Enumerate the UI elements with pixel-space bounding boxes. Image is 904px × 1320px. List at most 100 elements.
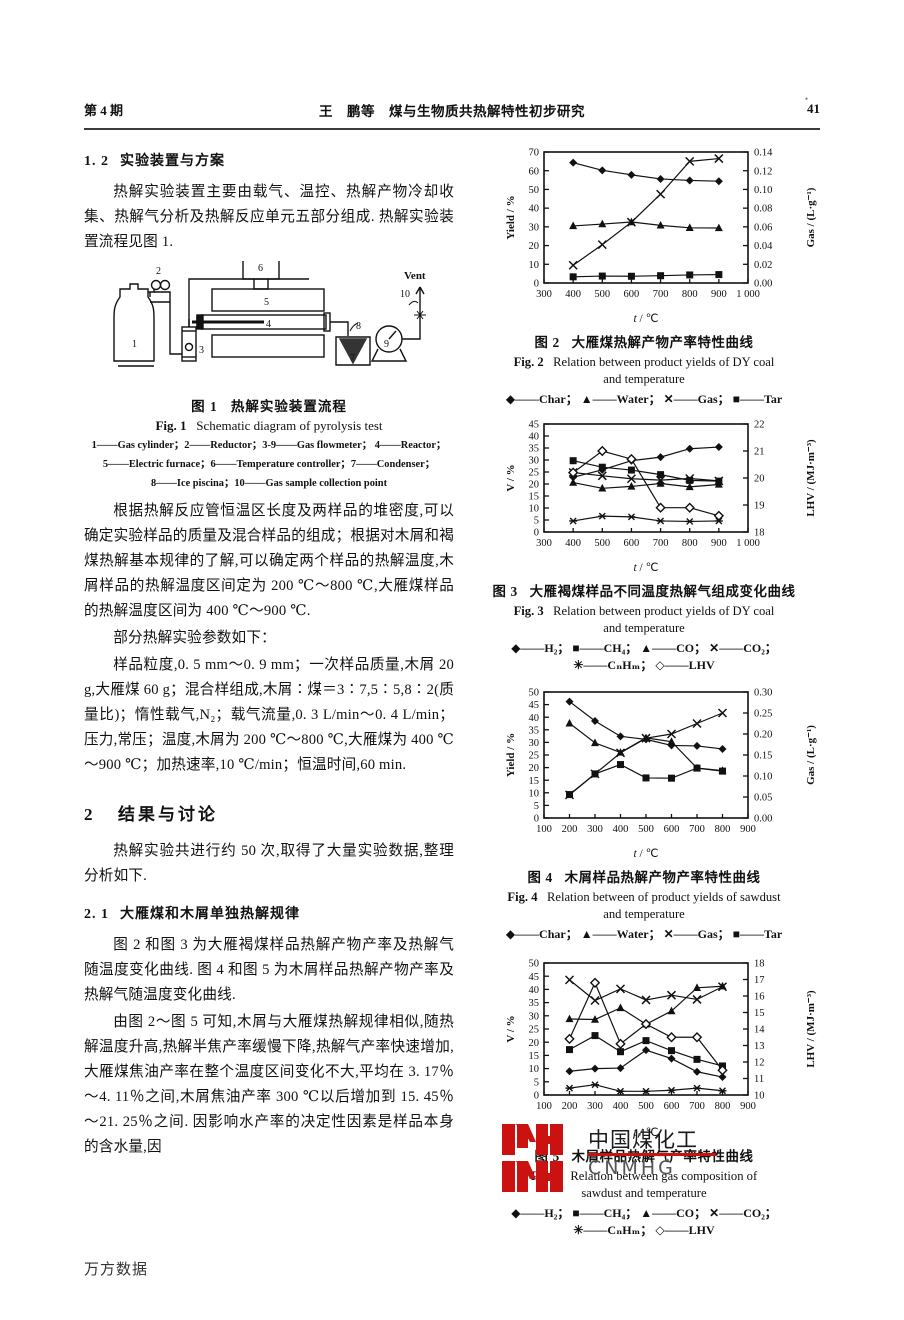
paragraph-7: 由图 2～图 5 可知,木屑与大雁煤热解规律相似,随热解温度升高,热解半焦产率缓… xyxy=(84,1014,454,1155)
watermark-divider xyxy=(588,1153,716,1156)
figure-1-title-en: Schematic diagram of pyrolysis test xyxy=(196,418,383,433)
svg-text:400: 400 xyxy=(565,538,581,549)
figure-3-title-cn: 大雁褐煤样品不同温度热解气组成变化曲线 xyxy=(529,584,796,599)
svg-text:40: 40 xyxy=(529,713,540,724)
svg-text:20: 20 xyxy=(529,480,540,491)
svg-text:Yield / %: Yield / % xyxy=(505,733,517,777)
svg-text:100: 100 xyxy=(536,1101,552,1112)
svg-text:500: 500 xyxy=(638,1101,654,1112)
figure-2-legend-gas: Gas； xyxy=(697,392,730,406)
svg-text:40: 40 xyxy=(529,985,540,996)
legend-marker-diamond: ◆ xyxy=(511,1206,521,1220)
svg-text:500: 500 xyxy=(594,289,610,300)
svg-text:0.30: 0.30 xyxy=(754,688,772,699)
svg-text:21: 21 xyxy=(754,447,765,458)
figure-1-key-line-2: 5——Electric furnace；6——Temperature contr… xyxy=(102,459,436,470)
svg-text:0: 0 xyxy=(534,528,539,539)
svg-text:300: 300 xyxy=(587,1101,603,1112)
svg-text:0.05: 0.05 xyxy=(754,793,772,804)
figure-3-legend-h2: H₂； xyxy=(544,641,570,655)
svg-text:50: 50 xyxy=(529,959,540,970)
figure-2-number-en: Fig. 2 xyxy=(513,355,544,369)
figure-3-legend-co: CO； xyxy=(676,641,707,655)
svg-text:600: 600 xyxy=(624,289,640,300)
svg-text:15: 15 xyxy=(529,776,540,787)
fig1-label-9: 9 xyxy=(384,339,389,350)
figure-2-caption-en: Fig. 2 Relation between product yields o… xyxy=(466,354,822,388)
paragraph-4: 样品粒度,0. 5 mm～0. 9 mm；一次样品质量,木屑 20 g,大雁煤 … xyxy=(84,657,454,773)
svg-text:50: 50 xyxy=(529,688,540,699)
svg-text:10: 10 xyxy=(529,1064,540,1075)
svg-text:14: 14 xyxy=(754,1025,765,1036)
svg-text:900: 900 xyxy=(711,289,727,300)
figure-2-legend: ◆——Char； ▲——Water； ✕——Gas； ■——Tar xyxy=(505,392,783,406)
figure-3-legend-lhv: LHV xyxy=(688,658,715,672)
figure-3: 300 400 500 600 700 800 900 1 000 0 5 10 15 20 25 30 35… xyxy=(466,414,822,574)
svg-text:0.25: 0.25 xyxy=(754,709,772,720)
svg-text:0.15: 0.15 xyxy=(754,751,772,762)
svg-text:10: 10 xyxy=(529,504,540,515)
fig1-label-1: 1 xyxy=(132,339,137,350)
figure-3-title-en-2: and temperature xyxy=(603,621,685,635)
svg-text:900: 900 xyxy=(711,538,727,549)
figure-2-number-cn: 图 2 xyxy=(534,335,560,350)
svg-text:13: 13 xyxy=(754,1041,765,1052)
pyrolysis-apparatus-diagram: 1 2 3 4 5 6 7 8 9 10 Vent xyxy=(113,261,426,367)
figure-5-title-en-2: sawdust and temperature xyxy=(581,1186,707,1200)
figure-5-title-cn: 木屑样品热解气产率特性曲线 xyxy=(571,1149,754,1164)
legend-marker-diamond: ◆ xyxy=(505,392,516,406)
figure-5-legend-lhv: LHV xyxy=(688,1223,715,1237)
svg-text:t / ℃: t / ℃ xyxy=(633,1127,658,1139)
figure-3-title-en-1: Relation between product yields of DY co… xyxy=(553,604,775,618)
legend-marker-star: ✳ xyxy=(573,1223,584,1237)
myh-logo-icon xyxy=(502,1124,563,1192)
svg-text:300: 300 xyxy=(587,824,603,835)
svg-text:5: 5 xyxy=(534,1077,539,1088)
svg-text:800: 800 xyxy=(682,538,698,549)
svg-text:LHV / (MJ·m⁻³): LHV / (MJ·m⁻³) xyxy=(805,439,817,517)
svg-text:0.20: 0.20 xyxy=(754,730,772,741)
paragraph-2: 根据热解反应管恒温区长度及两样品的堆密度,可以确定实验样品的质量及混合样品的组成… xyxy=(84,503,454,619)
legend-marker-triangle: ▲ xyxy=(580,392,593,406)
svg-text:0.12: 0.12 xyxy=(754,166,772,177)
fig1-label-7: 7 xyxy=(350,353,355,364)
legend-marker-cross: ✕ xyxy=(709,641,720,655)
svg-text:0.00: 0.00 xyxy=(754,814,772,825)
fig1-label-5: 5 xyxy=(264,297,269,308)
fig1-label-4: 4 xyxy=(266,319,271,330)
fig1-label-2: 2 xyxy=(156,266,161,277)
figure-1-title-cn: 热解实验装置流程 xyxy=(230,399,347,414)
fig1-label-3: 3 xyxy=(199,345,204,356)
svg-text:700: 700 xyxy=(653,289,669,300)
svg-text:0.04: 0.04 xyxy=(754,241,773,252)
legend-marker-triangle: ▲ xyxy=(580,927,593,941)
svg-text:1 000: 1 000 xyxy=(736,289,760,300)
legend-marker-open-diamond: ◇ xyxy=(655,658,665,672)
header-rule xyxy=(84,128,820,130)
page-number: 41 xyxy=(807,101,820,116)
svg-text:25: 25 xyxy=(529,468,540,479)
svg-text:400: 400 xyxy=(613,824,629,835)
svg-text:100: 100 xyxy=(536,824,552,835)
running-head: 第 4 期 王 鹏等 煤与生物质共热解特性初步研究 • 41 xyxy=(84,94,820,126)
legend-marker-diamond: ◆ xyxy=(505,927,516,941)
figure-3-caption-en: Fig. 3 Relation between product yields o… xyxy=(466,603,822,637)
svg-text:10: 10 xyxy=(529,260,540,271)
scan-artifact-dot: • xyxy=(804,94,808,104)
figure-4-title-en-1: Relation between of product yields of sa… xyxy=(546,890,781,904)
svg-text:200: 200 xyxy=(562,1101,578,1112)
left-column: 1. 2 实验装置与方案 热解实验装置主要由载气、温控、热解产物冷却收集、热解气分… xyxy=(84,150,454,1162)
svg-text:1 000: 1 000 xyxy=(736,538,760,549)
svg-text:800: 800 xyxy=(715,1101,731,1112)
database-footer: 万方数据 xyxy=(84,1260,149,1278)
figure-1-number-en: Fig. 1 xyxy=(155,418,187,433)
legend-marker-triangle: ▲ xyxy=(640,1206,653,1220)
svg-text:800: 800 xyxy=(715,824,731,835)
figure-2-legend-char: Char； xyxy=(539,392,578,406)
svg-text:11: 11 xyxy=(754,1074,764,1085)
svg-text:18: 18 xyxy=(754,528,765,539)
svg-text:0.14: 0.14 xyxy=(754,148,773,159)
heading-1-2: 1. 2 实验装置与方案 xyxy=(84,150,454,170)
